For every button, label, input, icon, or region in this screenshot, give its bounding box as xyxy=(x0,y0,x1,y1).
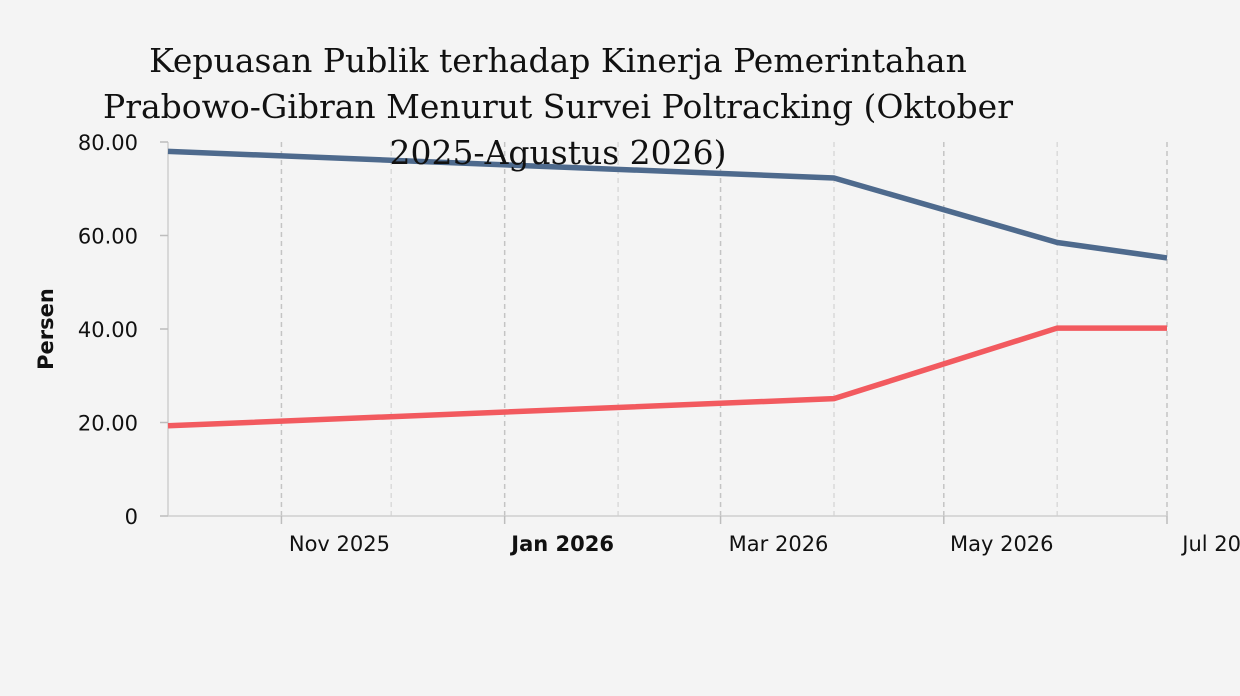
y-tick-label: 20.00 xyxy=(78,412,138,436)
grid-lines xyxy=(280,142,1168,516)
x-tick-label: Jan 2026 xyxy=(509,532,614,556)
chart-title: Kepuasan Publik terhadap Kinerja Pemerin… xyxy=(103,41,1013,172)
x-tick-label: Jul 2026 xyxy=(1180,532,1240,556)
y-tick-label: 0 xyxy=(125,505,138,529)
x-tick-label: Mar 2026 xyxy=(729,532,829,556)
series-lines xyxy=(167,148,1168,429)
y-axis-label: Persen xyxy=(34,288,58,370)
x-tick-label: May 2026 xyxy=(950,532,1054,556)
y-tick-label: 80.00 xyxy=(78,131,138,155)
y-tick-label: 60.00 xyxy=(78,225,138,249)
series-line-1 xyxy=(167,148,1168,261)
series-line-2 xyxy=(167,325,1167,429)
x-tick-label: Nov 2025 xyxy=(289,532,390,556)
tick-labels: 0 20.00 40.00 60.00 80.00 Nov 2025 Jan 2026 Mar… xyxy=(78,131,1240,556)
y-tick-label: 40.00 xyxy=(78,318,138,342)
axes xyxy=(160,141,1168,524)
